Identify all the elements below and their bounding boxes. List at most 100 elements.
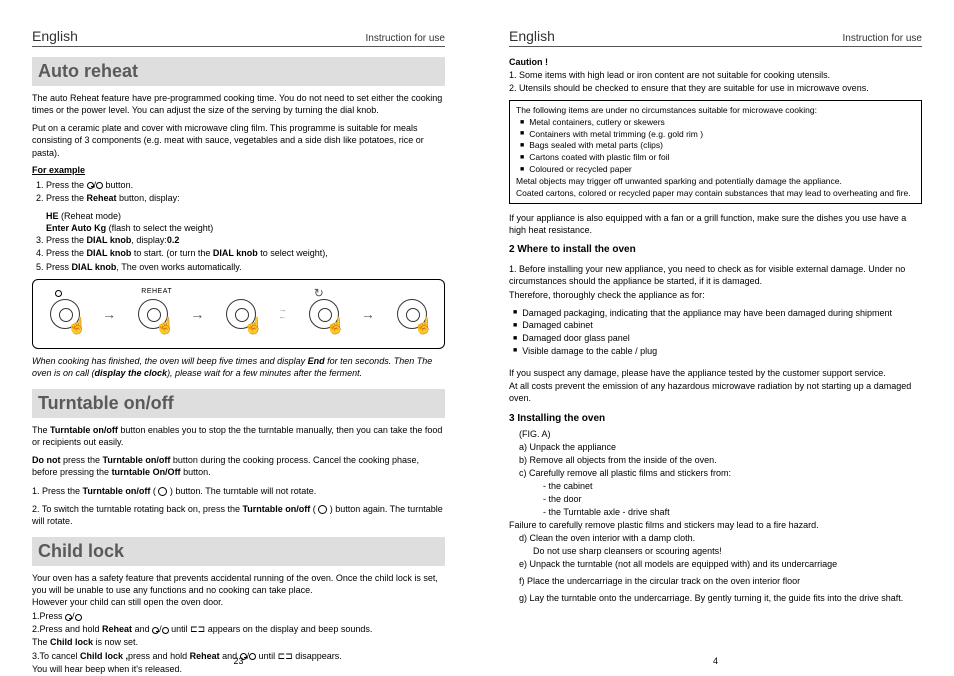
damage-list: Damaged packaging, indicating that the a… [509,307,922,357]
auto-reheat-note: When cooking has finished, the oven will… [32,355,445,379]
header-lang: English [509,28,555,44]
install-c3: the Turntable axle - drive shaft [543,506,922,519]
caution-2: 2. Utensils should be checked to ensure … [509,82,922,95]
childlock-l2: 2.Press and hold Reheat and / until ⊏⊐ a… [32,623,445,636]
page-number: 23 [0,656,477,666]
page-left: English Instruction for use Auto reheat … [0,0,477,676]
box-item: Metal containers, cutlery or skewers [520,117,915,129]
clock-icon [152,627,159,634]
diagram-knob-2: REHEAT [138,299,168,329]
install-f: f) Place the undercarriage in the circul… [519,575,922,588]
page-number: 4 [477,656,954,666]
step-3: Press the DIAL knob, display:0.2 [46,234,445,246]
where-p4: At all costs prevent the emission of any… [509,380,922,404]
heading-installing: 3 Installing the oven [509,413,922,424]
childlock-p2: However your child can still open the ov… [32,596,445,608]
turntable-p2: Do not press the Turntable on/off button… [32,454,445,478]
hand-icon [155,316,173,334]
hand-icon [243,316,261,334]
dial-diagram: → REHEAT → →← → [32,279,445,349]
diagram-knob-5 [397,299,427,329]
turntable-icon [158,487,167,496]
where-p1: 1. Before installing your new appliance,… [509,263,922,287]
arrow-icon: → [102,306,116,322]
install-e: e) Unpack the turntable (not all models … [519,558,922,571]
header-instr: Instruction for use [366,33,445,44]
step-2-detail: HE (Reheat mode) Enter Auto Kg (flash to… [32,210,445,234]
turntable-step2: 2. To switch the turntable rotating back… [32,503,445,527]
fig-a: (FIG. A) [519,428,922,441]
damage-item: Damaged packaging, indicating that the a… [513,307,922,320]
install-c-sub: the cabinet the door the Turntable axle … [519,480,922,519]
step-2: Press the Reheat button, display: [46,192,445,204]
box-item: Coloured or recycled paper [520,164,915,176]
section-turntable: Turntable on/off [32,389,445,418]
damage-item: Damaged cabinet [513,319,922,332]
auto-reheat-p1: The auto Reheat feature have pre-program… [32,92,445,116]
childlock-l3: The Child lock is now set. [32,636,445,649]
install-d2: Do not use sharp cleansers or scouring a… [519,545,922,558]
box-item: Containers with metal trimming (e.g. gol… [520,129,915,141]
circle-icon [75,614,82,621]
clock-icon [55,290,62,297]
caution-1: 1. Some items with high lead or iron con… [509,69,922,82]
page-header: English Instruction for use [32,28,445,47]
header-lang: English [32,28,78,44]
install-b: b) Remove all objects from the inside of… [519,454,922,467]
clock-icon [87,182,94,189]
arrow-icon: → [361,306,375,322]
header-instr: Instruction for use [843,33,922,44]
caution-heading: Caution ! [509,57,922,67]
step-4: Press the DIAL knob to start. (or turn t… [46,247,445,259]
box-item: Cartons coated with plastic film or foil [520,152,915,164]
install-c: c) Carefully remove all plastic films an… [519,467,922,480]
arrow-icon: → [190,306,204,322]
install-g: g) Lay the turntable onto the undercarri… [519,592,922,605]
turntable-p1: The Turntable on/off button enables you … [32,424,445,448]
heading-where-install: 2 Where to install the oven [509,244,922,255]
install-list-cont: d) Clean the oven interior with a damp c… [509,532,922,605]
section-childlock: Child lock [32,537,445,566]
auto-reheat-steps: Press the / button. Press the Reheat but… [32,179,445,204]
box-intro: The following items are under no circums… [516,105,915,116]
auto-reheat-p2: Put on a ceramic plate and cover with mi… [32,122,445,158]
install-list: (FIG. A) a) Unpack the appliance b) Remo… [509,428,922,519]
damage-item: Damaged door glass panel [513,332,922,345]
diagram-knob-4 [309,299,339,329]
turntable-icon [318,505,327,514]
lock-icon: ⊏⊐ [190,623,205,636]
circle-icon [96,182,103,189]
turntable-step1: 1. Press the Turntable on/off ( ) button… [32,485,445,497]
childlock-p1: Your oven has a safety feature that prev… [32,572,445,596]
hand-icon [67,316,85,334]
reheat-label: REHEAT [141,288,172,295]
hand-icon [326,316,344,334]
install-c-fail: Failure to carefully remove plastic film… [509,519,922,532]
where-p2: Therefore, thoroughly check the applianc… [509,289,922,301]
warning-box: The following items are under no circums… [509,100,922,204]
damage-item: Visible damage to the cable / plug [513,345,922,358]
step-5: Press DIAL knob, The oven works automati… [46,261,445,273]
auto-reheat-steps-cont: Press the DIAL knob, display:0.2 Press t… [32,234,445,272]
rotate-icon [310,300,326,312]
diagram-knob-1 [50,299,80,329]
circle-icon [162,627,169,634]
hand-icon [414,316,432,334]
page-header: English Instruction for use [509,28,922,47]
for-example-heading: For example [32,165,445,175]
install-c2: the door [543,493,922,506]
step-1: Press the / button. [46,179,445,191]
box-list: Metal containers, cutlery or skewers Con… [516,117,915,176]
alt-arrows: →← [279,307,287,320]
install-a: a) Unpack the appliance [519,441,922,454]
page-right: English Instruction for use Caution ! 1.… [477,0,954,676]
section-auto-reheat: Auto reheat [32,57,445,86]
install-d: d) Clean the oven interior with a damp c… [519,532,922,545]
after-box-note: If your appliance is also equipped with … [509,212,922,236]
clock-icon [65,614,72,621]
box-foot-2: Coated cartons, colored or recycled pape… [516,188,915,199]
diagram-knob-3 [226,299,256,329]
install-c1: the cabinet [543,480,922,493]
where-p3: If you suspect any damage, please have t… [509,367,922,379]
childlock-l1: 1.Press / [32,610,445,623]
